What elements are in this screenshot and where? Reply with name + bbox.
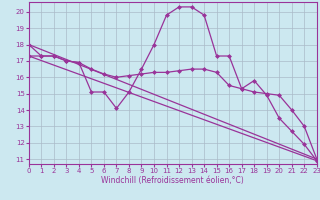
X-axis label: Windchill (Refroidissement éolien,°C): Windchill (Refroidissement éolien,°C)	[101, 176, 244, 185]
